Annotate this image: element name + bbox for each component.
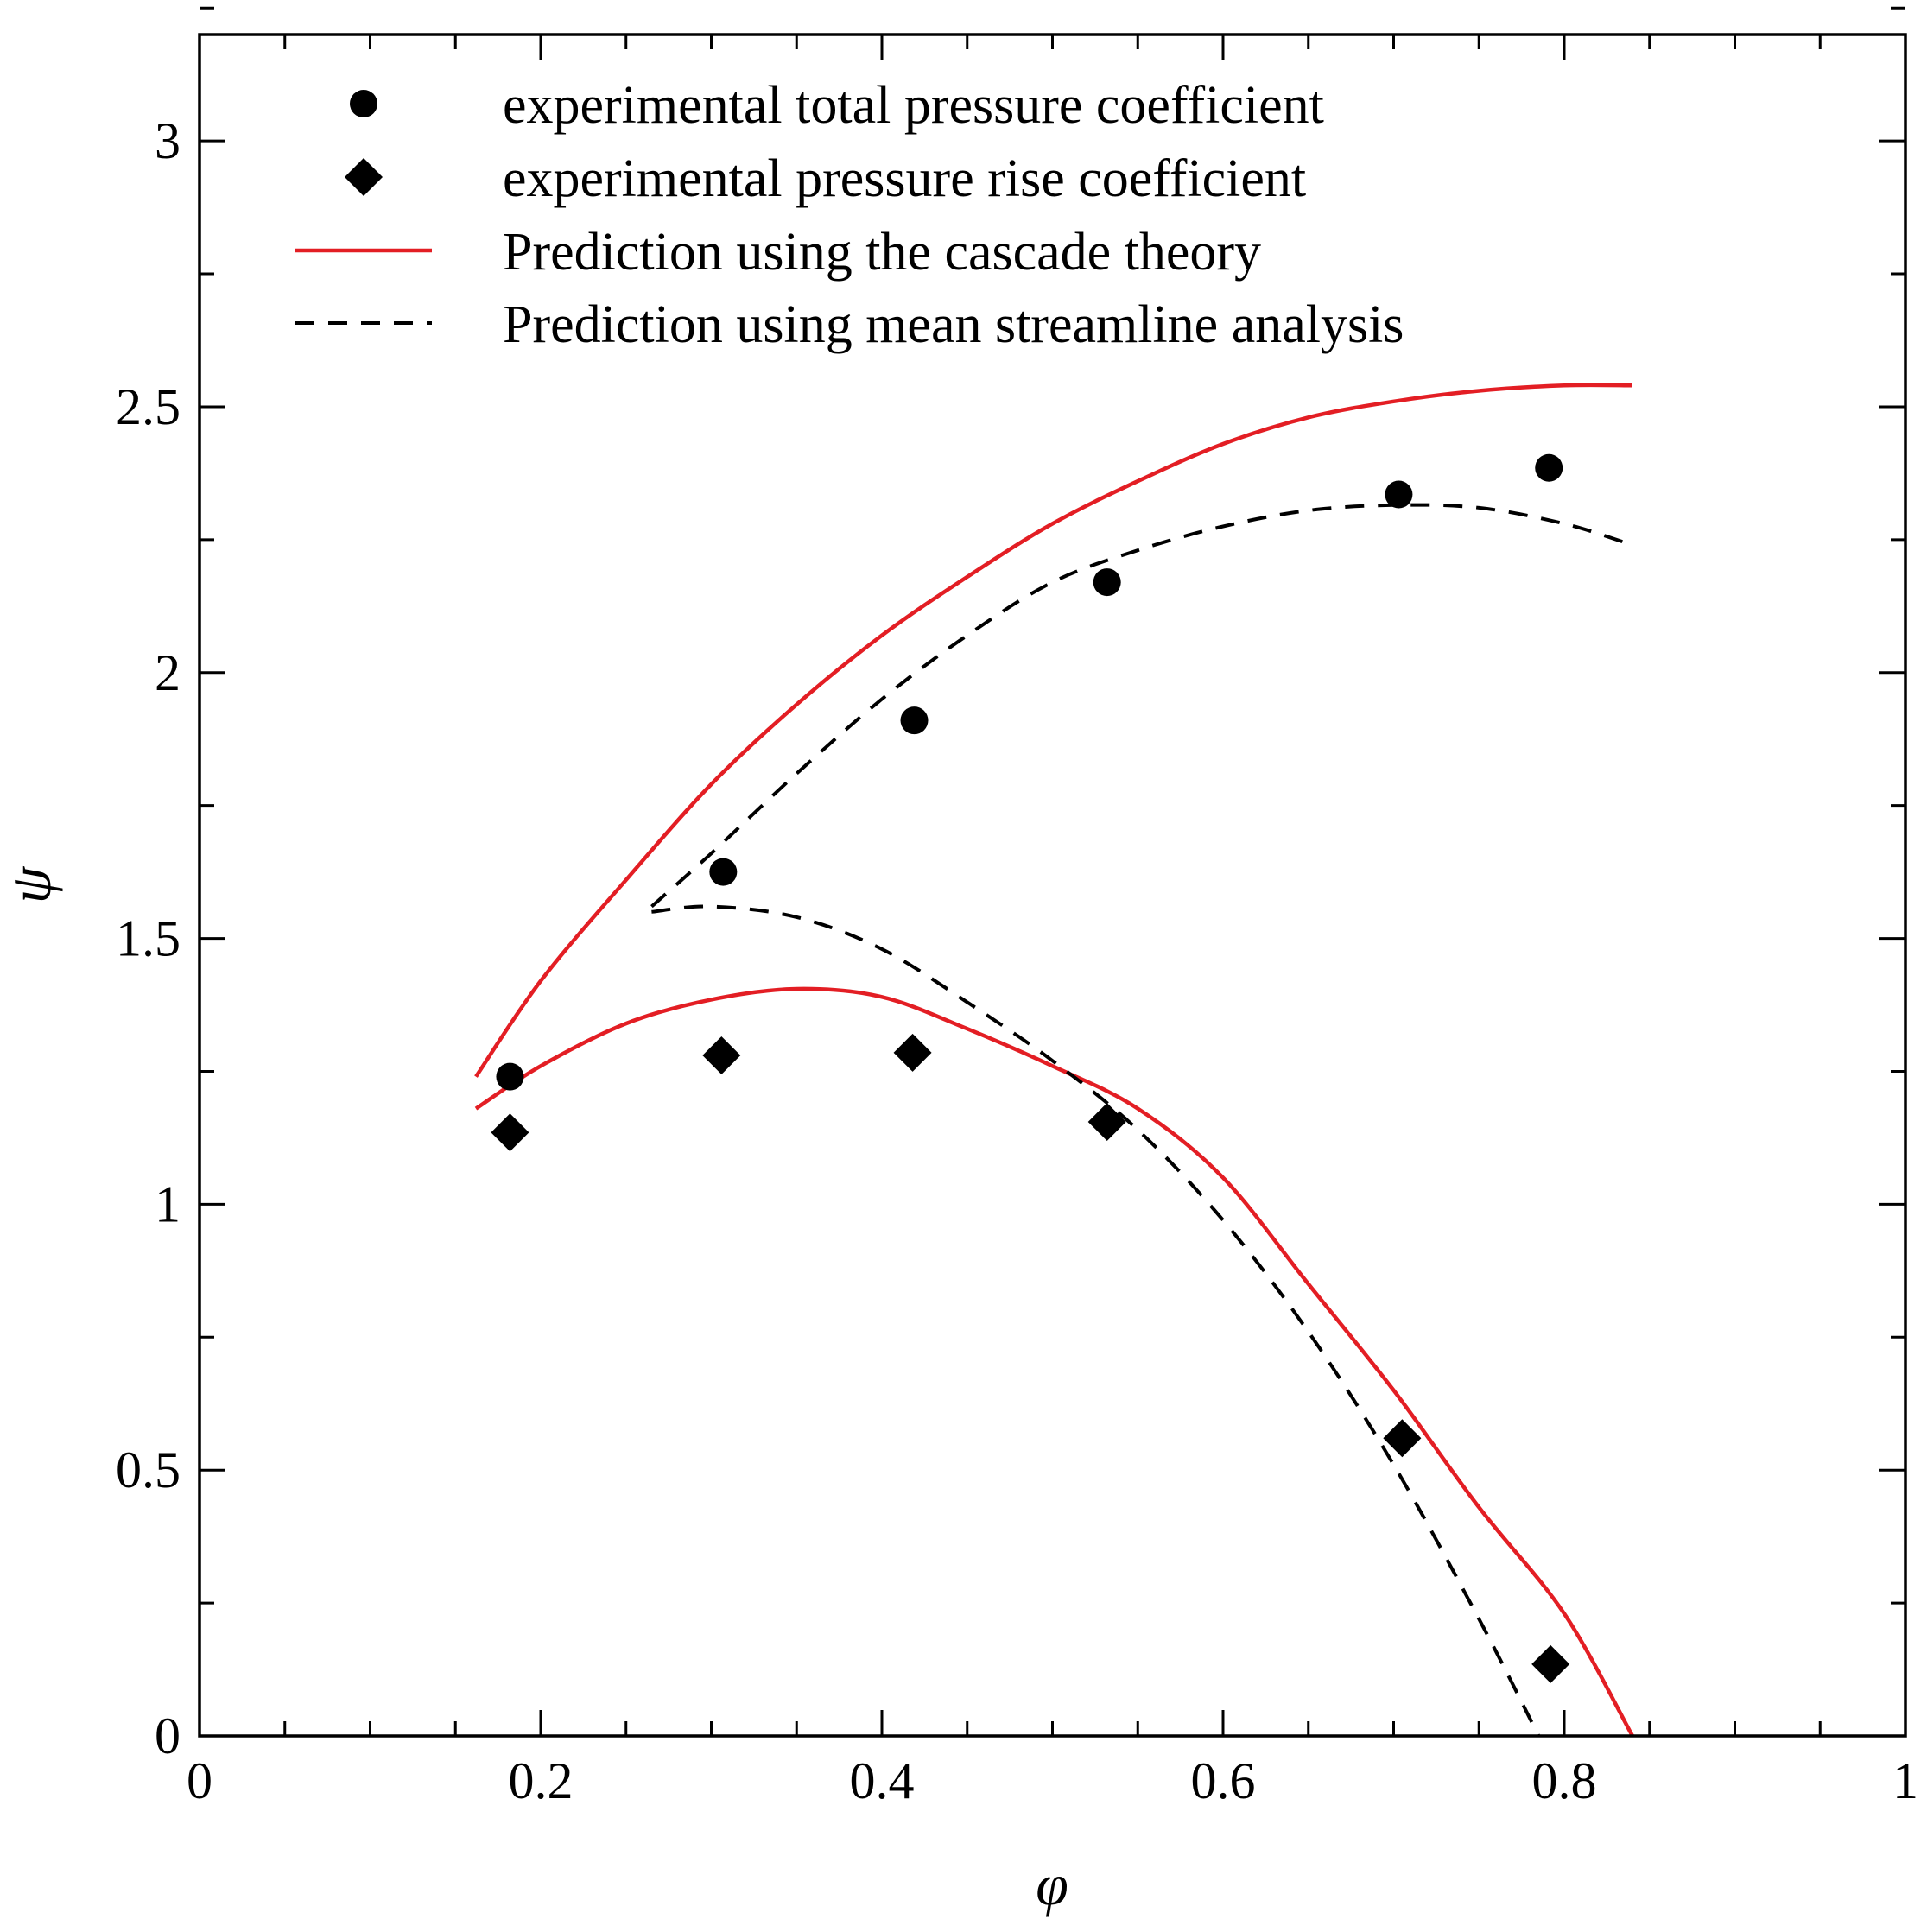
diamond-marker	[893, 1033, 932, 1072]
y-tick-label: 0	[155, 1707, 181, 1764]
circle-marker	[1535, 453, 1563, 482]
prediction-using-the-cascade-theory-curve	[474, 383, 1633, 1078]
legend-diamond-swatch	[345, 158, 383, 196]
y-tick-label: 2	[155, 644, 181, 701]
x-axis-title: φ	[1036, 1852, 1068, 1917]
circle-marker	[709, 858, 738, 886]
circle-marker	[1385, 480, 1413, 509]
x-tick-label: 0.2	[509, 1752, 574, 1809]
y-tick-labels: 0 0.5 1 1.5 2 2.5 3	[116, 112, 181, 1764]
diamond-marker	[491, 1113, 529, 1152]
circle-marker	[496, 1062, 524, 1091]
x-tick-label: 0	[187, 1752, 212, 1809]
y-tick-label: 1.5	[116, 910, 181, 967]
plot-frame	[198, 33, 1907, 1738]
legend-circle-swatch	[350, 90, 377, 117]
prediction-curves	[474, 383, 1634, 1738]
experimental-points	[491, 453, 1570, 1683]
y-axis-title: ψ	[0, 865, 63, 903]
prediction-using-the-cascade-theory-curve	[474, 986, 1634, 1738]
x-tick-label: 0.4	[850, 1752, 915, 1809]
y-tick-label: 3	[155, 112, 181, 169]
x-tick-label: 1	[1892, 1752, 1918, 1809]
y-tick-label: 2.5	[116, 378, 181, 435]
tick-marks	[198, 6, 1907, 1738]
x-tick-label: 0.8	[1532, 1752, 1597, 1809]
diamond-marker	[1383, 1419, 1422, 1458]
legend-label: Prediction using the cascade theory	[503, 223, 1261, 282]
prediction-using-mean-streamline-analysis-curve	[650, 503, 1633, 909]
x-tick-labels: 0 0.2 0.4 0.6 0.8 1	[187, 1752, 1918, 1809]
diamond-marker	[1531, 1644, 1570, 1683]
legend: experimental total pressure coefficient e…	[295, 76, 1404, 354]
circle-marker	[1093, 568, 1121, 597]
legend-label: experimental total pressure coefficient	[503, 76, 1324, 135]
circle-marker	[900, 706, 929, 735]
diamond-marker	[1087, 1102, 1126, 1141]
diamond-marker	[702, 1036, 741, 1074]
x-tick-label: 0.6	[1191, 1752, 1256, 1809]
legend-item-experimental-pressure-rise-coefficient: experimental pressure rise coefficient	[345, 149, 1306, 208]
legend-item-experimental-total-pressure-coefficient: experimental total pressure coefficient	[350, 76, 1324, 135]
legend-item-prediction-using-the-cascade-theory: Prediction using the cascade theory	[295, 223, 1261, 282]
legend-label: experimental pressure rise coefficient	[503, 149, 1306, 208]
y-tick-label: 0.5	[116, 1441, 181, 1498]
legend-label: Prediction using mean streamline analysi…	[503, 295, 1404, 354]
legend-item-prediction-using-mean-streamline-analysis: Prediction using mean streamline analysi…	[295, 295, 1404, 354]
y-tick-label: 1	[155, 1175, 181, 1232]
